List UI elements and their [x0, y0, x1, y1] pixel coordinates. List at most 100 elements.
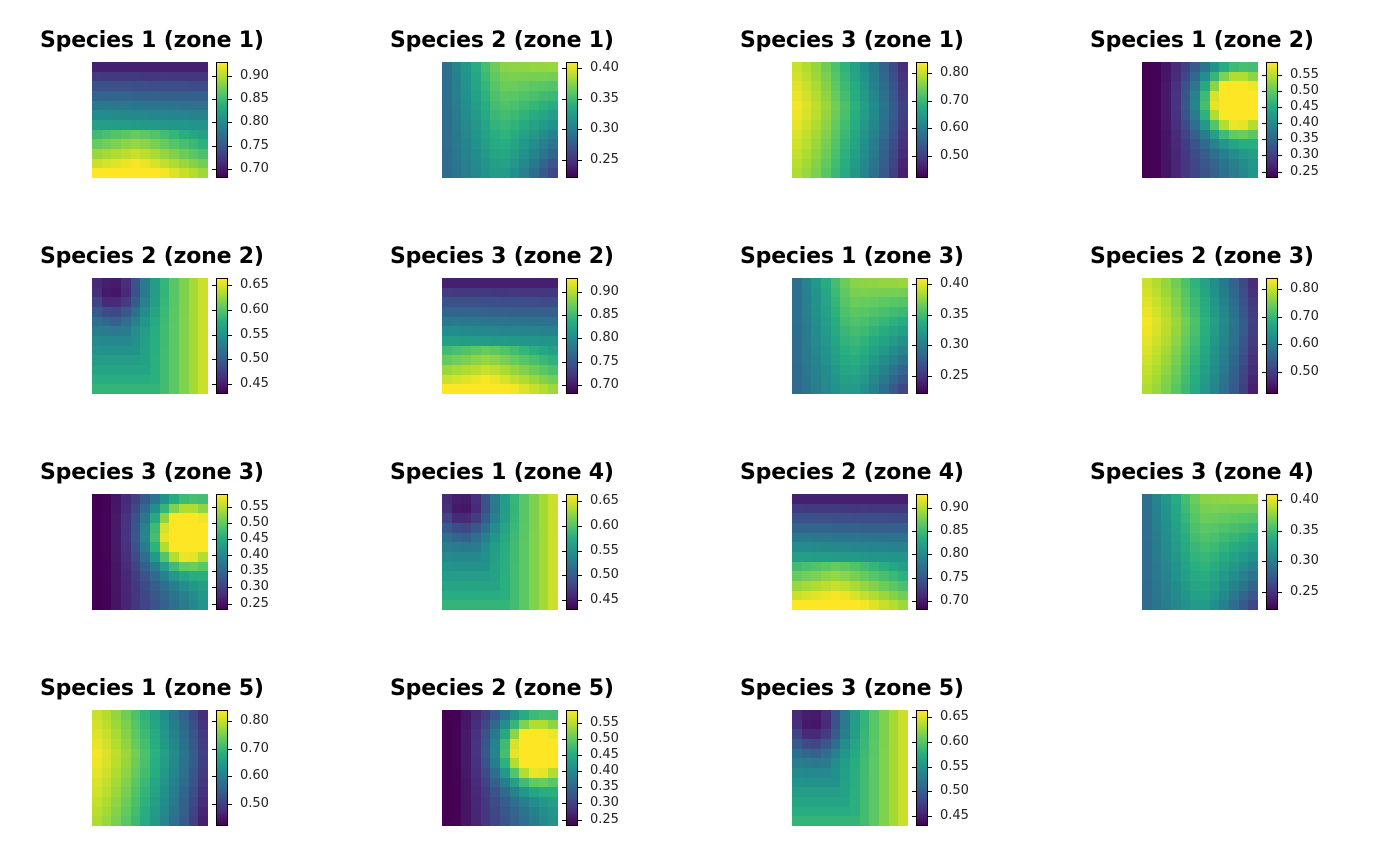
- heatmap-cell: [442, 345, 452, 356]
- heatmap-cell: [480, 729, 491, 739]
- heatmap-cell: [840, 523, 850, 533]
- heatmap-cell: [461, 532, 471, 543]
- colorbar-tick-label: 0.60: [1290, 336, 1319, 352]
- heatmap-cell: [442, 532, 452, 543]
- heatmap-cell: [179, 100, 189, 111]
- heatmap-cell: [821, 513, 831, 523]
- heatmap-cell: [792, 581, 802, 591]
- heatmap-cell: [850, 345, 860, 356]
- heatmap-cell: [792, 552, 802, 562]
- tick-mark: [928, 742, 932, 744]
- heatmap-cell: [471, 600, 481, 610]
- colorbar: [916, 710, 928, 826]
- heatmap-cell: [879, 787, 889, 797]
- heatmap-cell: [461, 110, 471, 120]
- heatmap-cell: [150, 552, 160, 562]
- heatmap-cell: [1248, 149, 1258, 159]
- heatmap-cell: [1190, 287, 1200, 298]
- heatmap-cell: [500, 816, 510, 826]
- heatmap-cell: [830, 110, 841, 120]
- heatmap-cell: [879, 797, 889, 807]
- heatmap-cell: [538, 513, 549, 523]
- heatmap-cell: [111, 307, 121, 317]
- heatmap-cell: [509, 503, 520, 514]
- heatmap-cell: [1238, 345, 1249, 356]
- heatmap-cell: [179, 278, 189, 288]
- heatmap-cell: [150, 710, 160, 720]
- heatmap-cell: [1151, 129, 1162, 140]
- panel-title: Species 2 (zone 1): [390, 28, 614, 53]
- heatmap-cell: [529, 158, 539, 169]
- heatmap-cell: [888, 149, 899, 159]
- heatmap-cell: [821, 787, 831, 797]
- heatmap-cell: [198, 503, 208, 514]
- heatmap-cell: [792, 81, 802, 91]
- heatmap-cell: [898, 600, 908, 610]
- heatmap-cell: [1190, 307, 1200, 317]
- heatmap-cell: [1219, 581, 1229, 591]
- heatmap-cell: [850, 149, 860, 159]
- heatmap-cell: [1200, 336, 1210, 346]
- heatmap-raster: [792, 710, 908, 826]
- heatmap-raster: [442, 710, 558, 826]
- heatmap-cell: [169, 581, 179, 591]
- heatmap-cell: [519, 91, 529, 101]
- heatmap-cell: [500, 384, 510, 394]
- heatmap-panel: Species 2 (zone 1) 0.40 0.35 0.30 0.25: [350, 0, 700, 216]
- heatmap-cell: [830, 739, 841, 749]
- colorbar-ticks: 0.65 0.60 0.55 0.50 0.45: [912, 709, 996, 826]
- heatmap-cell: [888, 336, 899, 346]
- heatmap-cell: [1209, 532, 1220, 543]
- heatmap-cell: [859, 523, 870, 533]
- heatmap-cell: [821, 374, 831, 385]
- heatmap-cell: [1190, 365, 1200, 375]
- heatmap-cell: [461, 571, 471, 581]
- heatmap-cell: [811, 62, 821, 72]
- panel-title: Species 1 (zone 1): [40, 28, 264, 53]
- heatmap-cell: [548, 806, 558, 817]
- heatmap-cell: [169, 71, 179, 82]
- heatmap-cell: [92, 129, 102, 140]
- heatmap-cell: [130, 287, 141, 298]
- heatmap-cell: [1151, 571, 1162, 581]
- heatmap-cell: [101, 777, 112, 788]
- tick-mark: [212, 603, 216, 605]
- heatmap-cell: [1171, 600, 1181, 610]
- tick-mark: [1278, 561, 1282, 563]
- heatmap-cell: [792, 374, 802, 385]
- heatmap-cell: [188, 297, 199, 307]
- heatmap-cell: [461, 81, 471, 91]
- heatmap-cell: [811, 365, 821, 375]
- tick-mark: [912, 284, 916, 286]
- heatmap-cell: [801, 552, 812, 562]
- heatmap-cell: [150, 384, 160, 394]
- tick-mark: [228, 506, 232, 508]
- heatmap-cell: [1161, 297, 1171, 307]
- tick-mark: [212, 523, 216, 524]
- heatmap-cell: [490, 748, 500, 759]
- heatmap-cell: [500, 571, 510, 581]
- heatmap-cell: [121, 287, 131, 298]
- heatmap-cell: [471, 168, 481, 178]
- heatmap-cell: [898, 336, 908, 346]
- heatmap-cell: [480, 120, 491, 130]
- heatmap-cell: [529, 719, 539, 730]
- heatmap-cell: [1142, 129, 1152, 140]
- heatmap-cell: [869, 600, 879, 610]
- heatmap-cell: [1142, 287, 1152, 298]
- heatmap-cell: [509, 149, 520, 159]
- heatmap-cell: [1190, 503, 1200, 514]
- tick-mark: [1278, 107, 1282, 109]
- tick-mark: [1262, 344, 1266, 346]
- heatmap-cell: [1171, 345, 1181, 356]
- heatmap-cell: [121, 384, 131, 394]
- heatmap-cell: [840, 600, 850, 610]
- heatmap-cell: [548, 729, 558, 739]
- heatmap-cell: [850, 91, 860, 101]
- heatmap-cell: [859, 287, 870, 298]
- heatmap-cell: [792, 62, 802, 72]
- heatmap-cell: [519, 719, 529, 730]
- heatmap-cell: [111, 326, 121, 336]
- heatmap-cell: [1161, 326, 1171, 336]
- heatmap-cell: [1248, 91, 1258, 101]
